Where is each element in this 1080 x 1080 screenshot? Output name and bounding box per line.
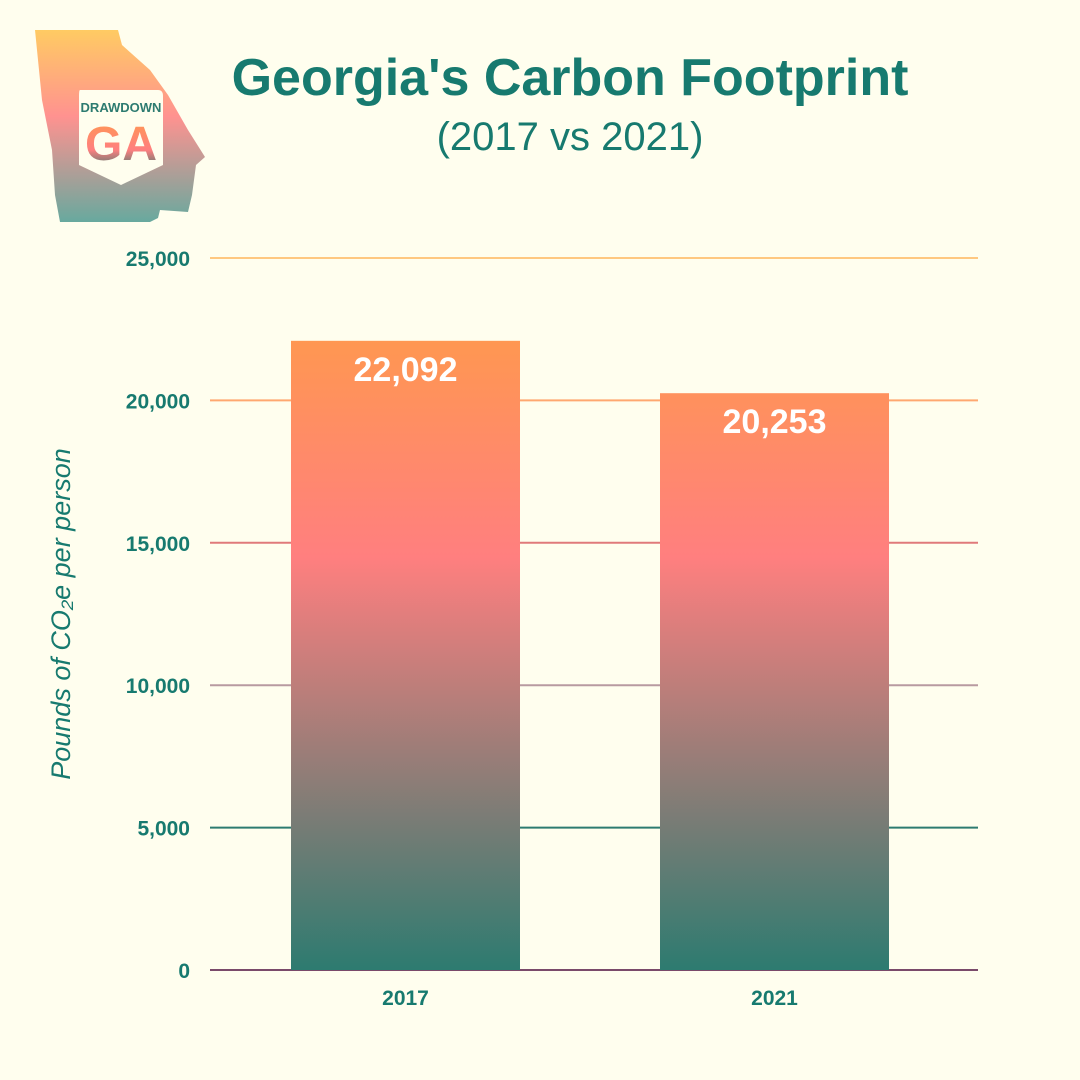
y-tick-label: 5,000	[137, 818, 190, 841]
chart-title: Georgia's Carbon Footprint	[231, 49, 909, 107]
x-tick-label: 2017	[382, 987, 429, 1010]
x-tick-label: 2021	[751, 987, 798, 1010]
y-axis-label: Pounds of CO₂e per person	[46, 448, 76, 780]
y-tick-label: 0	[178, 960, 190, 983]
bar-2021	[660, 393, 889, 970]
y-tick-label: 25,000	[126, 248, 190, 271]
bar-2017	[291, 340, 520, 971]
data-label: 20,253	[723, 403, 827, 441]
chart-subtitle: (2017 vs 2021)	[436, 115, 704, 159]
logo-text-top: DRAWDOWN	[81, 100, 162, 115]
drawdown-ga-logo: DRAWDOWN GA	[35, 30, 205, 222]
logo-text-main: GA	[85, 118, 157, 171]
data-label: 22,092	[354, 351, 458, 389]
logo-shield	[79, 90, 163, 185]
y-tick-label: 15,000	[126, 533, 190, 556]
y-tick-label: 20,000	[126, 390, 190, 413]
y-tick-label: 10,000	[126, 675, 190, 698]
